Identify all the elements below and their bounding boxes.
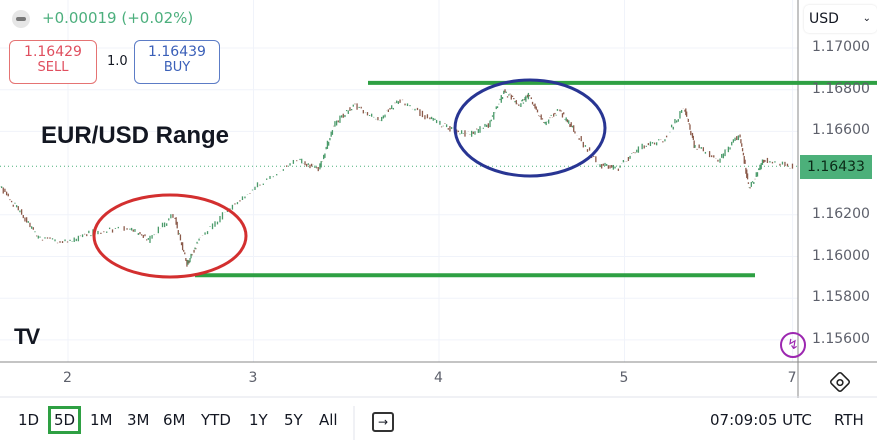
range-low-circle [92, 193, 248, 279]
range-button-ytd[interactable]: YTD [201, 411, 231, 429]
session-rth[interactable]: RTH [834, 411, 864, 429]
y-tick-label: 1.15800 [812, 289, 870, 306]
range-button-1m[interactable]: 1M [90, 411, 113, 429]
y-tick-label: 1.16800 [812, 80, 870, 97]
y-tick-label: 1.16200 [812, 205, 870, 222]
chevron-down-icon: ⌄ [862, 13, 871, 24]
sell-price: 1.16429 [24, 44, 82, 60]
currency-select[interactable]: USD ⌄ [804, 5, 877, 33]
y-tick-label: 1.16000 [812, 247, 870, 264]
x-tick-label: 7 [787, 370, 797, 386]
price-change: +0.00019 (+0.02%) [42, 9, 194, 27]
collapse-button[interactable] [12, 10, 30, 28]
sell-button[interactable]: 1.16429 SELL [9, 40, 97, 84]
x-tick-label: 2 [63, 370, 72, 386]
range-button-6m[interactable]: 6M [163, 411, 186, 429]
clock-time[interactable]: 07:09:05 UTC [710, 411, 812, 429]
x-tick-label: 3 [248, 370, 258, 386]
range-button-5d[interactable]: 5D [48, 406, 82, 434]
sell-label: SELL [37, 60, 69, 75]
y-tick-label: 1.17000 [812, 39, 870, 55]
buy-label: BUY [163, 60, 191, 75]
x-tick-label: 4 [434, 370, 443, 386]
range-button-1d[interactable]: 1D [18, 411, 40, 429]
lightning-icon[interactable]: ↯ [780, 332, 806, 358]
buy-button[interactable]: 1.16439 BUY [134, 40, 220, 84]
spread: 1.0 [107, 54, 128, 69]
y-tick-label: 1.15600 [812, 330, 870, 347]
buy-price: 1.16439 [148, 44, 206, 60]
y-tick-label: 1.16600 [812, 122, 870, 139]
range-high-circle [453, 78, 607, 178]
tradingview-logo: TV [14, 324, 40, 349]
range-button-1y[interactable]: 1Y [249, 411, 268, 429]
chart-title: EUR/USD Range [41, 122, 230, 149]
range-button-5y[interactable]: 5Y [284, 411, 303, 429]
date-range-icon[interactable]: → [372, 412, 394, 432]
currency-value: USD [809, 11, 839, 27]
x-tick-label: 5 [619, 370, 629, 386]
last-price-label: 1.16433 [800, 155, 872, 179]
range-button-3m[interactable]: 3M [127, 411, 150, 429]
range-button-all[interactable]: All [319, 411, 338, 429]
